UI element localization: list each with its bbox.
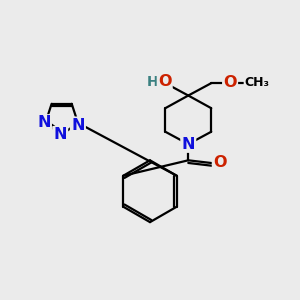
Text: CH₃: CH₃ — [245, 76, 270, 89]
Text: N: N — [53, 127, 67, 142]
Text: N: N — [71, 118, 85, 133]
Text: N: N — [37, 116, 51, 130]
Text: N: N — [182, 136, 195, 152]
Text: O: O — [213, 155, 226, 170]
Text: O: O — [158, 74, 172, 89]
Text: O: O — [223, 75, 237, 90]
Text: H: H — [147, 75, 159, 89]
